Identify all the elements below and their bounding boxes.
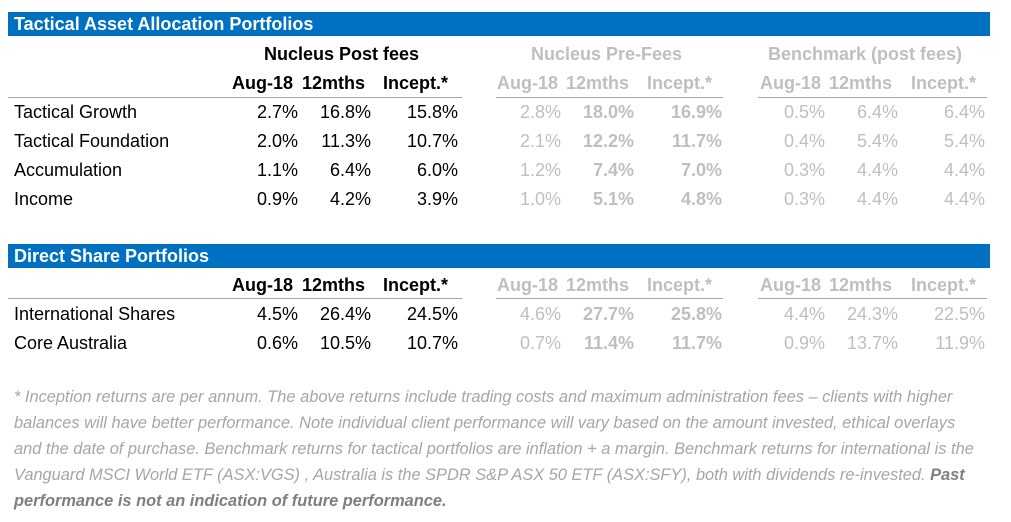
- row-label: Accumulation: [14, 160, 123, 180]
- bench-12m: 24.3%: [846, 304, 898, 324]
- post-aug: 2.0%: [256, 131, 298, 151]
- post-incept: 10.7%: [406, 131, 458, 151]
- pre-aug: 2.1%: [519, 131, 561, 151]
- row-label: Core Australia: [14, 333, 128, 353]
- pre-12m: 27.7%: [582, 304, 634, 324]
- divider: [758, 97, 987, 98]
- bench-incept: 11.9%: [935, 333, 985, 353]
- header-aug18: Aug-18: [760, 275, 822, 295]
- post-12m: 26.4%: [319, 304, 371, 324]
- bench-12m: 6.4%: [856, 102, 898, 122]
- post-aug: 0.6%: [256, 333, 298, 353]
- header-incept: Incept.*: [383, 275, 449, 295]
- post-aug: 1.1%: [256, 160, 298, 180]
- header-12mths: 12mths: [302, 275, 366, 295]
- divider: [758, 298, 987, 299]
- header-aug18: Aug-18: [497, 73, 559, 93]
- header-12mths: 12mths: [566, 73, 630, 93]
- bench-incept: 5.4%: [943, 131, 985, 151]
- pre-aug: 1.2%: [519, 160, 561, 180]
- bench-12m: 13.7%: [846, 333, 898, 353]
- row-label: Tactical Foundation: [14, 131, 170, 151]
- bench-aug: 0.5%: [783, 102, 825, 122]
- group-pre-fees: Nucleus Pre-Fees: [531, 44, 683, 64]
- divider: [496, 298, 723, 299]
- group-benchmark: Benchmark (post fees): [768, 44, 963, 64]
- row-label: Income: [14, 189, 74, 209]
- pre-incept: 11.7%: [671, 333, 722, 353]
- header-12mths: 12mths: [566, 275, 630, 295]
- footnote: * Inception returns are per annum. The a…: [14, 384, 974, 514]
- post-aug: 0.9%: [256, 189, 298, 209]
- pre-incept: 7.0%: [680, 160, 722, 180]
- header-aug18: Aug-18: [497, 275, 559, 295]
- header-aug18: Aug-18: [232, 275, 294, 295]
- pre-12m: 12.2%: [582, 131, 634, 151]
- pre-incept: 11.7%: [671, 131, 722, 151]
- post-12m: 10.5%: [319, 333, 371, 353]
- footnote-text: * Inception returns are per annum. The a…: [14, 388, 974, 484]
- pre-12m: 18.0%: [582, 102, 634, 122]
- bench-aug: 0.3%: [783, 160, 825, 180]
- header-aug18: Aug-18: [760, 73, 822, 93]
- header-aug18: Aug-18: [232, 73, 294, 93]
- bench-aug: 4.4%: [783, 304, 825, 324]
- pre-12m: 11.4%: [583, 333, 634, 353]
- pre-incept: 4.8%: [680, 189, 722, 209]
- tactical-title: Tactical Asset Allocation Portfolios: [14, 14, 314, 34]
- divider: [8, 97, 462, 98]
- post-12m: 16.8%: [319, 102, 371, 122]
- pre-aug: 1.0%: [519, 189, 561, 209]
- pre-12m: 7.4%: [592, 160, 634, 180]
- header-incept: Incept.*: [911, 275, 977, 295]
- post-12m: 4.2%: [329, 189, 371, 209]
- divider: [8, 298, 462, 299]
- footnote-emphasis: Past performance is not an indication of…: [14, 466, 965, 510]
- pre-aug: 2.8%: [519, 102, 561, 122]
- pre-incept: 25.8%: [670, 304, 722, 324]
- pre-12m: 5.1%: [592, 189, 634, 209]
- bench-incept: 4.4%: [943, 189, 985, 209]
- bench-incept: 4.4%: [943, 160, 985, 180]
- divider: [496, 97, 723, 98]
- header-12mths: 12mths: [829, 73, 893, 93]
- group-post-fees: Nucleus Post fees: [264, 44, 420, 64]
- direct-title: Direct Share Portfolios: [14, 246, 210, 266]
- post-aug: 2.7%: [256, 102, 298, 122]
- header-incept: Incept.*: [647, 73, 713, 93]
- post-incept: 15.8%: [406, 102, 458, 122]
- post-incept: 6.0%: [416, 160, 458, 180]
- bench-incept: 22.5%: [933, 304, 985, 324]
- header-incept: Incept.*: [647, 275, 713, 295]
- post-aug: 4.5%: [256, 304, 298, 324]
- bench-aug: 0.3%: [783, 189, 825, 209]
- post-12m: 6.4%: [329, 160, 371, 180]
- bench-12m: 4.4%: [856, 160, 898, 180]
- bench-aug: 0.9%: [783, 333, 825, 353]
- header-12mths: 12mths: [302, 73, 366, 93]
- pre-incept: 16.9%: [670, 102, 722, 122]
- row-label: Tactical Growth: [14, 102, 138, 122]
- post-incept: 10.7%: [406, 333, 458, 353]
- pre-aug: 4.6%: [519, 304, 561, 324]
- post-incept: 3.9%: [416, 189, 458, 209]
- bench-incept: 6.4%: [943, 102, 985, 122]
- bench-12m: 4.4%: [856, 189, 898, 209]
- bench-12m: 5.4%: [856, 131, 898, 151]
- header-incept: Incept.*: [911, 73, 977, 93]
- post-12m: 11.3%: [321, 131, 371, 151]
- post-incept: 24.5%: [406, 304, 458, 324]
- header-12mths: 12mths: [829, 275, 893, 295]
- tactical-banner: Tactical Asset Allocation Portfolios: [8, 12, 990, 36]
- header-incept: Incept.*: [383, 73, 449, 93]
- direct-banner: Direct Share Portfolios: [8, 244, 990, 268]
- row-label: International Shares: [14, 304, 176, 324]
- bench-aug: 0.4%: [783, 131, 825, 151]
- pre-aug: 0.7%: [519, 333, 561, 353]
